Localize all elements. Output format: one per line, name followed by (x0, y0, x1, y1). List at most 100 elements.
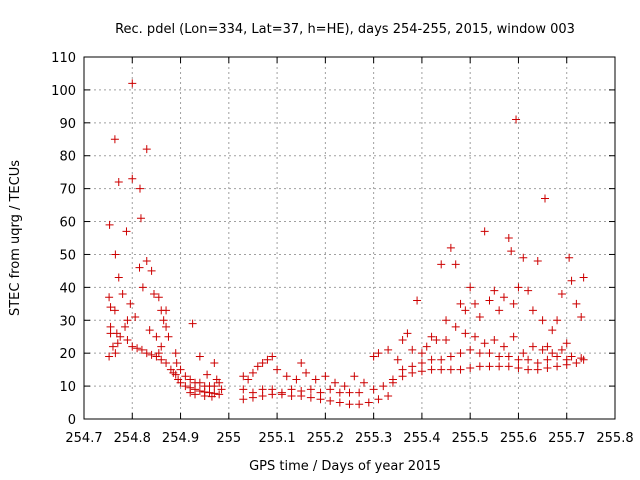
data-point (195, 378, 204, 387)
data-point (466, 345, 475, 354)
data-point (509, 299, 518, 308)
data-point (548, 326, 557, 335)
x-tick-label: 255.2 (307, 431, 344, 446)
data-point (210, 359, 219, 368)
data-point (507, 247, 516, 256)
data-point (403, 329, 412, 338)
data-point (282, 372, 291, 381)
data-point (475, 312, 484, 321)
data-point (364, 398, 373, 407)
data-point (331, 378, 340, 387)
data-points (105, 79, 588, 409)
data-point (543, 342, 552, 351)
data-point (111, 349, 120, 358)
y-tick-label: 0 (68, 413, 76, 428)
data-point (297, 359, 306, 368)
data-point (253, 362, 262, 371)
data-point (217, 385, 226, 394)
data-point (326, 385, 335, 394)
data-point (398, 336, 407, 345)
y-tick-label: 30 (59, 314, 76, 329)
data-point (142, 349, 151, 358)
data-point (446, 352, 455, 361)
data-point (504, 362, 513, 371)
data-point (538, 316, 547, 325)
data-point (142, 257, 151, 266)
data-point (248, 393, 257, 402)
data-point (480, 227, 489, 236)
data-point (195, 387, 204, 396)
data-point (106, 303, 115, 312)
data-point (456, 365, 465, 374)
data-point (108, 342, 117, 351)
data-point (495, 352, 504, 361)
data-point (268, 352, 277, 361)
data-point (105, 352, 114, 361)
data-point (191, 390, 200, 399)
data-point (162, 306, 171, 315)
data-point (121, 322, 130, 331)
data-point (152, 332, 161, 341)
data-point (437, 355, 446, 364)
data-point (495, 306, 504, 315)
data-point (553, 362, 562, 371)
chart-title: Rec. pdel (Lon=334, Lat=37, h=HE), days … (115, 22, 575, 37)
data-point (248, 368, 257, 377)
data-point (567, 276, 576, 285)
data-point (133, 344, 142, 353)
data-point (258, 359, 267, 368)
data-point (461, 306, 470, 315)
data-point (200, 391, 209, 400)
data-point (490, 286, 499, 295)
data-point (442, 336, 451, 345)
x-tick-label: 255.7 (548, 431, 585, 446)
data-point (106, 329, 115, 338)
data-point (186, 375, 195, 384)
data-point (147, 266, 156, 275)
data-point (345, 400, 354, 409)
data-point (176, 365, 185, 374)
data-point (471, 332, 480, 341)
data-point (244, 375, 253, 384)
data-point (512, 115, 521, 124)
x-tick-label: 255.4 (403, 431, 440, 446)
data-point (485, 349, 494, 358)
data-point (335, 388, 344, 397)
data-point (577, 312, 586, 321)
data-point (413, 296, 422, 305)
data-point (369, 385, 378, 394)
y-axis-label: STEC from uqrg / TECUs (8, 160, 23, 316)
y-tick-label: 40 (59, 281, 76, 296)
y-tick-label: 80 (59, 150, 76, 165)
data-point (504, 234, 513, 242)
data-point (350, 372, 359, 381)
data-point (239, 372, 248, 381)
data-point (579, 355, 588, 364)
data-point (316, 395, 325, 404)
data-point (398, 372, 407, 381)
x-tick-label: 255.1 (258, 431, 295, 446)
x-tick-label: 255.8 (596, 431, 633, 446)
data-point (446, 243, 455, 252)
data-point (162, 322, 171, 331)
data-point (311, 375, 320, 384)
data-point (207, 392, 216, 401)
data-point (422, 342, 431, 351)
y-tick-label: 20 (59, 347, 76, 362)
data-point (239, 395, 248, 404)
data-point (519, 349, 528, 358)
data-point (553, 316, 562, 325)
y-tick-label: 100 (51, 84, 76, 99)
y-tick-label: 10 (59, 380, 76, 395)
data-point (514, 363, 523, 372)
data-point (446, 365, 455, 374)
data-point (306, 385, 315, 394)
data-point (131, 312, 140, 321)
data-point (437, 365, 446, 374)
x-tick-label: 255 (216, 431, 241, 446)
data-point (135, 184, 144, 193)
data-point (432, 336, 441, 345)
data-point (369, 352, 378, 361)
data-point (110, 135, 119, 144)
